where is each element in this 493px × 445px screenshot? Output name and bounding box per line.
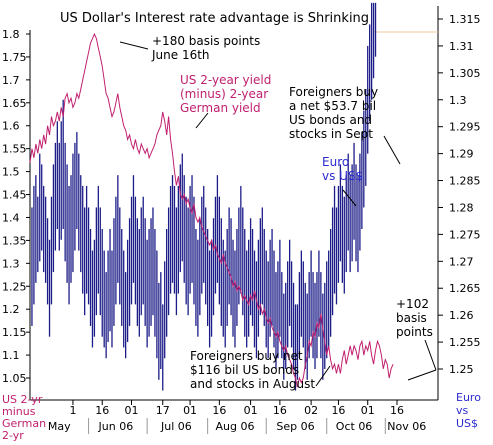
x-month-label: May (48, 420, 71, 433)
left-tick-label: 1.55 (2, 143, 27, 156)
x-axis: 1 16 01 17 01 16 01 16 02 16 01 16 May Jun 06 Jul 06 Au… (30, 399, 438, 434)
x-tick-label: 16 (390, 404, 404, 417)
right-tick-label: 1.255 (449, 336, 481, 349)
x-tick-label: 16 (95, 404, 109, 417)
annotation-basis102: +102 (396, 297, 429, 311)
annotation-arrow (315, 365, 331, 387)
x-tick-label: 01 (244, 404, 258, 417)
annotation-spread_label: (minus) 2-year (180, 87, 268, 101)
x-tick-label: 16 (273, 404, 287, 417)
left-tick-label: 1.8 (2, 28, 20, 41)
annotation-foreigners_sept: a net $53.7 bil (289, 99, 376, 113)
left-tick-label: 1.2 (2, 303, 20, 316)
annotation-basis102: points (396, 325, 433, 339)
left-tick-label: 1.6 (2, 120, 20, 133)
left-tick-label: 1.75 (2, 51, 27, 64)
right-tick-label: 1.28 (449, 201, 474, 214)
annotation-euro_label: vs US$ (322, 169, 363, 183)
left-tick-label: 1.4 (2, 211, 20, 224)
left-unit-label-line: 2-yr (2, 429, 24, 442)
right-tick-label: 1.275 (449, 228, 481, 241)
x-tick-label: 01 (361, 404, 375, 417)
annotation-spread_label: German yield (180, 101, 261, 115)
x-tick-label: 16 (212, 404, 226, 417)
x-tick-label: 16 (331, 404, 345, 417)
annotation-foreigners_sept: US bonds and (289, 113, 372, 127)
right-tick-label: 1.295 (449, 121, 481, 134)
right-tick-label: 1.26 (449, 309, 474, 322)
right-tick-label: 1.31 (449, 40, 474, 53)
annotation-arrows (119, 41, 437, 387)
x-tick-label: 1 (69, 404, 76, 417)
annotation-arrow (342, 189, 357, 207)
left-tick-label: 1.7 (2, 74, 20, 87)
left-tick-label: 1.25 (2, 280, 27, 293)
x-month-label: Sep 06 (276, 420, 314, 433)
right-tick-label: 1.29 (449, 148, 474, 161)
right-tick-label: 1.25 (449, 363, 474, 376)
annotation-basis180: +180 basis points (152, 34, 260, 48)
x-month-label: Jul 06 (160, 420, 192, 433)
x-tick-label: 02 (304, 404, 318, 417)
left-tick-label: 1.3 (2, 257, 20, 270)
annotation-arrow (424, 339, 437, 371)
right-unit-label-line: US$ (456, 417, 478, 430)
left-tick-label: 1.5 (2, 166, 20, 179)
right-axis: 1.315 1.31 1.305 1.3 1.295 1.29 1.285 1.28 1.275… (374, 6, 481, 400)
right-tick-label: 1.265 (449, 282, 481, 295)
right-tick-label: 1.315 (449, 13, 481, 26)
right-tick-label: 1.305 (449, 67, 481, 80)
annotation-basis180: June 16th (151, 48, 210, 62)
left-tick-label: 1.65 (2, 97, 27, 110)
x-month-label: Oct 06 (336, 420, 373, 433)
x-month-label: Nov 06 (387, 420, 426, 433)
left-tick-label: 1.1 (2, 349, 20, 362)
x-tick-label: 17 (156, 404, 170, 417)
x-tick-label: 01 (183, 404, 197, 417)
right-unit-label-line: Euro (456, 391, 481, 404)
left-tick-label: 1.05 (2, 372, 27, 385)
x-month-label: Aug 06 (215, 420, 254, 433)
annotation-foreigners_aug: Foreigners buy net (190, 349, 303, 363)
left-tick-label: 1.15 (2, 326, 27, 339)
annotation-basis102: basis (396, 311, 427, 325)
right-tick-label: 1.27 (449, 255, 474, 268)
left-unit-label-line: minus (2, 405, 36, 418)
annotation-foreigners_sept: stocks in Sept (289, 127, 373, 141)
annotation-foreigners_sept: Foreigners buy (289, 85, 378, 99)
left-unit-label-line: German (2, 417, 46, 430)
left-tick-label: 1.35 (2, 234, 27, 247)
x-tick-label: 01 (125, 404, 139, 417)
annotation-arrow (119, 41, 149, 50)
left-tick-label: 1.45 (2, 189, 27, 202)
spread-series-line (29, 32, 394, 388)
annotation-arrow (383, 135, 401, 165)
right-tick-label: 1.3 (449, 94, 467, 107)
right-unit-label-line: vs (456, 404, 469, 417)
left-axis: 1.8 1.75 1.7 1.65 1.6 1.55 1.5 1.45 1.4 1.35 1.3 1.… (2, 28, 31, 400)
right-tick-label: 1.285 (449, 175, 481, 188)
annotation-arrow (407, 369, 437, 381)
x-month-label: Jun 06 (98, 420, 134, 433)
chart-title: US Dollar's Interest rate advantage is S… (60, 11, 369, 26)
left-unit-label-line: US 2-yr (2, 393, 43, 406)
annotation-foreigners_aug: $116 bil US bonds (190, 363, 299, 377)
annotation-euro_label: Euro (322, 155, 349, 169)
euro-series (31, 2, 377, 391)
annotation-foreigners_aug: and stocks in August (190, 377, 315, 391)
annotation-arrow (195, 112, 209, 129)
annotation-spread_label: US 2-year yield (180, 73, 271, 87)
